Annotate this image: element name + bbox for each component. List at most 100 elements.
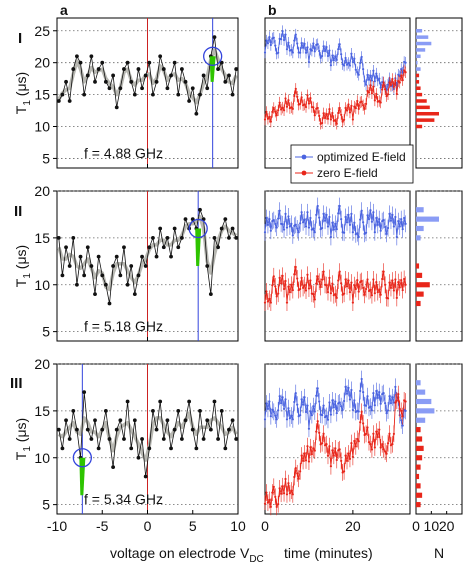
data-point <box>71 235 76 240</box>
hist-bar-optimized <box>416 417 426 423</box>
time-series-point <box>290 106 293 109</box>
time-series-point <box>271 284 274 287</box>
time-series-point <box>304 225 308 228</box>
time-series-point <box>288 290 291 294</box>
time-series-point <box>375 430 378 433</box>
raw-trace <box>58 37 237 114</box>
time-series-point <box>400 218 403 221</box>
time-series-point <box>318 49 321 53</box>
time-series-point <box>357 410 360 413</box>
time-series-point <box>309 216 312 220</box>
data-point <box>212 35 217 40</box>
time-series-point <box>328 215 331 219</box>
data-point <box>89 54 94 59</box>
time-series-point <box>299 287 302 291</box>
y-axis-label-unit: (μs) <box>13 418 29 446</box>
time-series-point <box>366 214 369 217</box>
hist-bar-zero <box>416 436 423 442</box>
time-series-point <box>269 229 272 232</box>
time-series-point <box>395 235 398 239</box>
data-point <box>208 292 213 297</box>
data-point <box>219 60 224 65</box>
data-point <box>143 474 148 479</box>
time-series-point <box>325 284 328 287</box>
data-point <box>111 73 116 78</box>
time-series-point <box>342 399 346 403</box>
data-point <box>85 73 90 78</box>
time-series-point <box>353 439 356 443</box>
time-series-point <box>275 295 278 298</box>
data-point <box>114 427 119 432</box>
time-series-point <box>294 466 297 470</box>
data-point <box>85 427 90 432</box>
data-point <box>78 254 83 259</box>
time-series-point <box>332 406 335 409</box>
time-series-point <box>376 79 379 82</box>
data-point <box>230 418 235 423</box>
time-series-point <box>274 222 277 225</box>
data-point <box>107 301 112 306</box>
time-series-point <box>403 69 406 72</box>
time-series-point <box>291 288 294 292</box>
time-series-point <box>379 86 382 89</box>
data-point <box>198 408 202 413</box>
time-series-point <box>364 287 368 291</box>
y-tick-label: 20 <box>34 356 50 372</box>
time-series-point <box>312 293 315 296</box>
time-series-point <box>263 231 267 234</box>
time-series-point <box>372 69 375 72</box>
time-series-point <box>344 385 347 388</box>
time-series-point <box>312 447 315 450</box>
time-series-point <box>404 61 407 64</box>
time-series-point <box>275 114 278 117</box>
time-series-point <box>364 83 368 86</box>
time-series-point <box>397 220 400 223</box>
time-series-point <box>376 223 379 227</box>
time-series-point <box>290 222 293 225</box>
time-series-point <box>304 410 308 414</box>
highlight-circle <box>203 46 223 66</box>
time-series-point <box>385 232 388 235</box>
data-point <box>234 235 239 240</box>
time-series-point <box>300 454 303 457</box>
time-series-point <box>366 89 369 93</box>
data-point <box>96 446 101 451</box>
time-series-point <box>315 394 318 397</box>
time-series-point <box>353 399 356 402</box>
time-series-point <box>296 42 299 45</box>
time-series-point <box>354 68 357 71</box>
time-series-point <box>347 452 350 455</box>
time-series-point <box>322 212 325 215</box>
time-series-point <box>293 400 296 404</box>
time-series-point <box>348 457 352 460</box>
time-series-point <box>300 96 303 99</box>
time-series-point <box>351 301 354 304</box>
time-series-point <box>386 83 390 86</box>
time-series-point <box>392 289 395 292</box>
time-series-point <box>375 216 378 220</box>
time-series-point <box>280 108 283 111</box>
time-series-point <box>323 219 327 222</box>
time-series-point <box>309 48 312 51</box>
time-series-point <box>338 204 341 208</box>
y-axis-label: T1 (μs) <box>13 245 33 287</box>
time-series-point <box>291 418 294 421</box>
hist-bar-optimized <box>416 408 435 414</box>
time-series-point <box>347 213 350 217</box>
frequency-annotation: f = 5.18 GHz <box>84 318 163 334</box>
data-point <box>187 99 192 103</box>
data-point <box>219 408 224 413</box>
hist-bar-zero <box>416 80 420 84</box>
time-series-point <box>316 387 319 390</box>
time-series-point <box>357 440 360 443</box>
time-series-point <box>370 220 374 223</box>
time-series-point <box>372 432 375 435</box>
time-series-point <box>288 225 291 228</box>
time-series-point <box>360 209 363 212</box>
time-series-point <box>282 228 286 231</box>
time-series-point <box>281 396 284 399</box>
time-series-point <box>313 410 316 413</box>
time-series-point <box>382 218 385 222</box>
data-point <box>216 67 220 71</box>
